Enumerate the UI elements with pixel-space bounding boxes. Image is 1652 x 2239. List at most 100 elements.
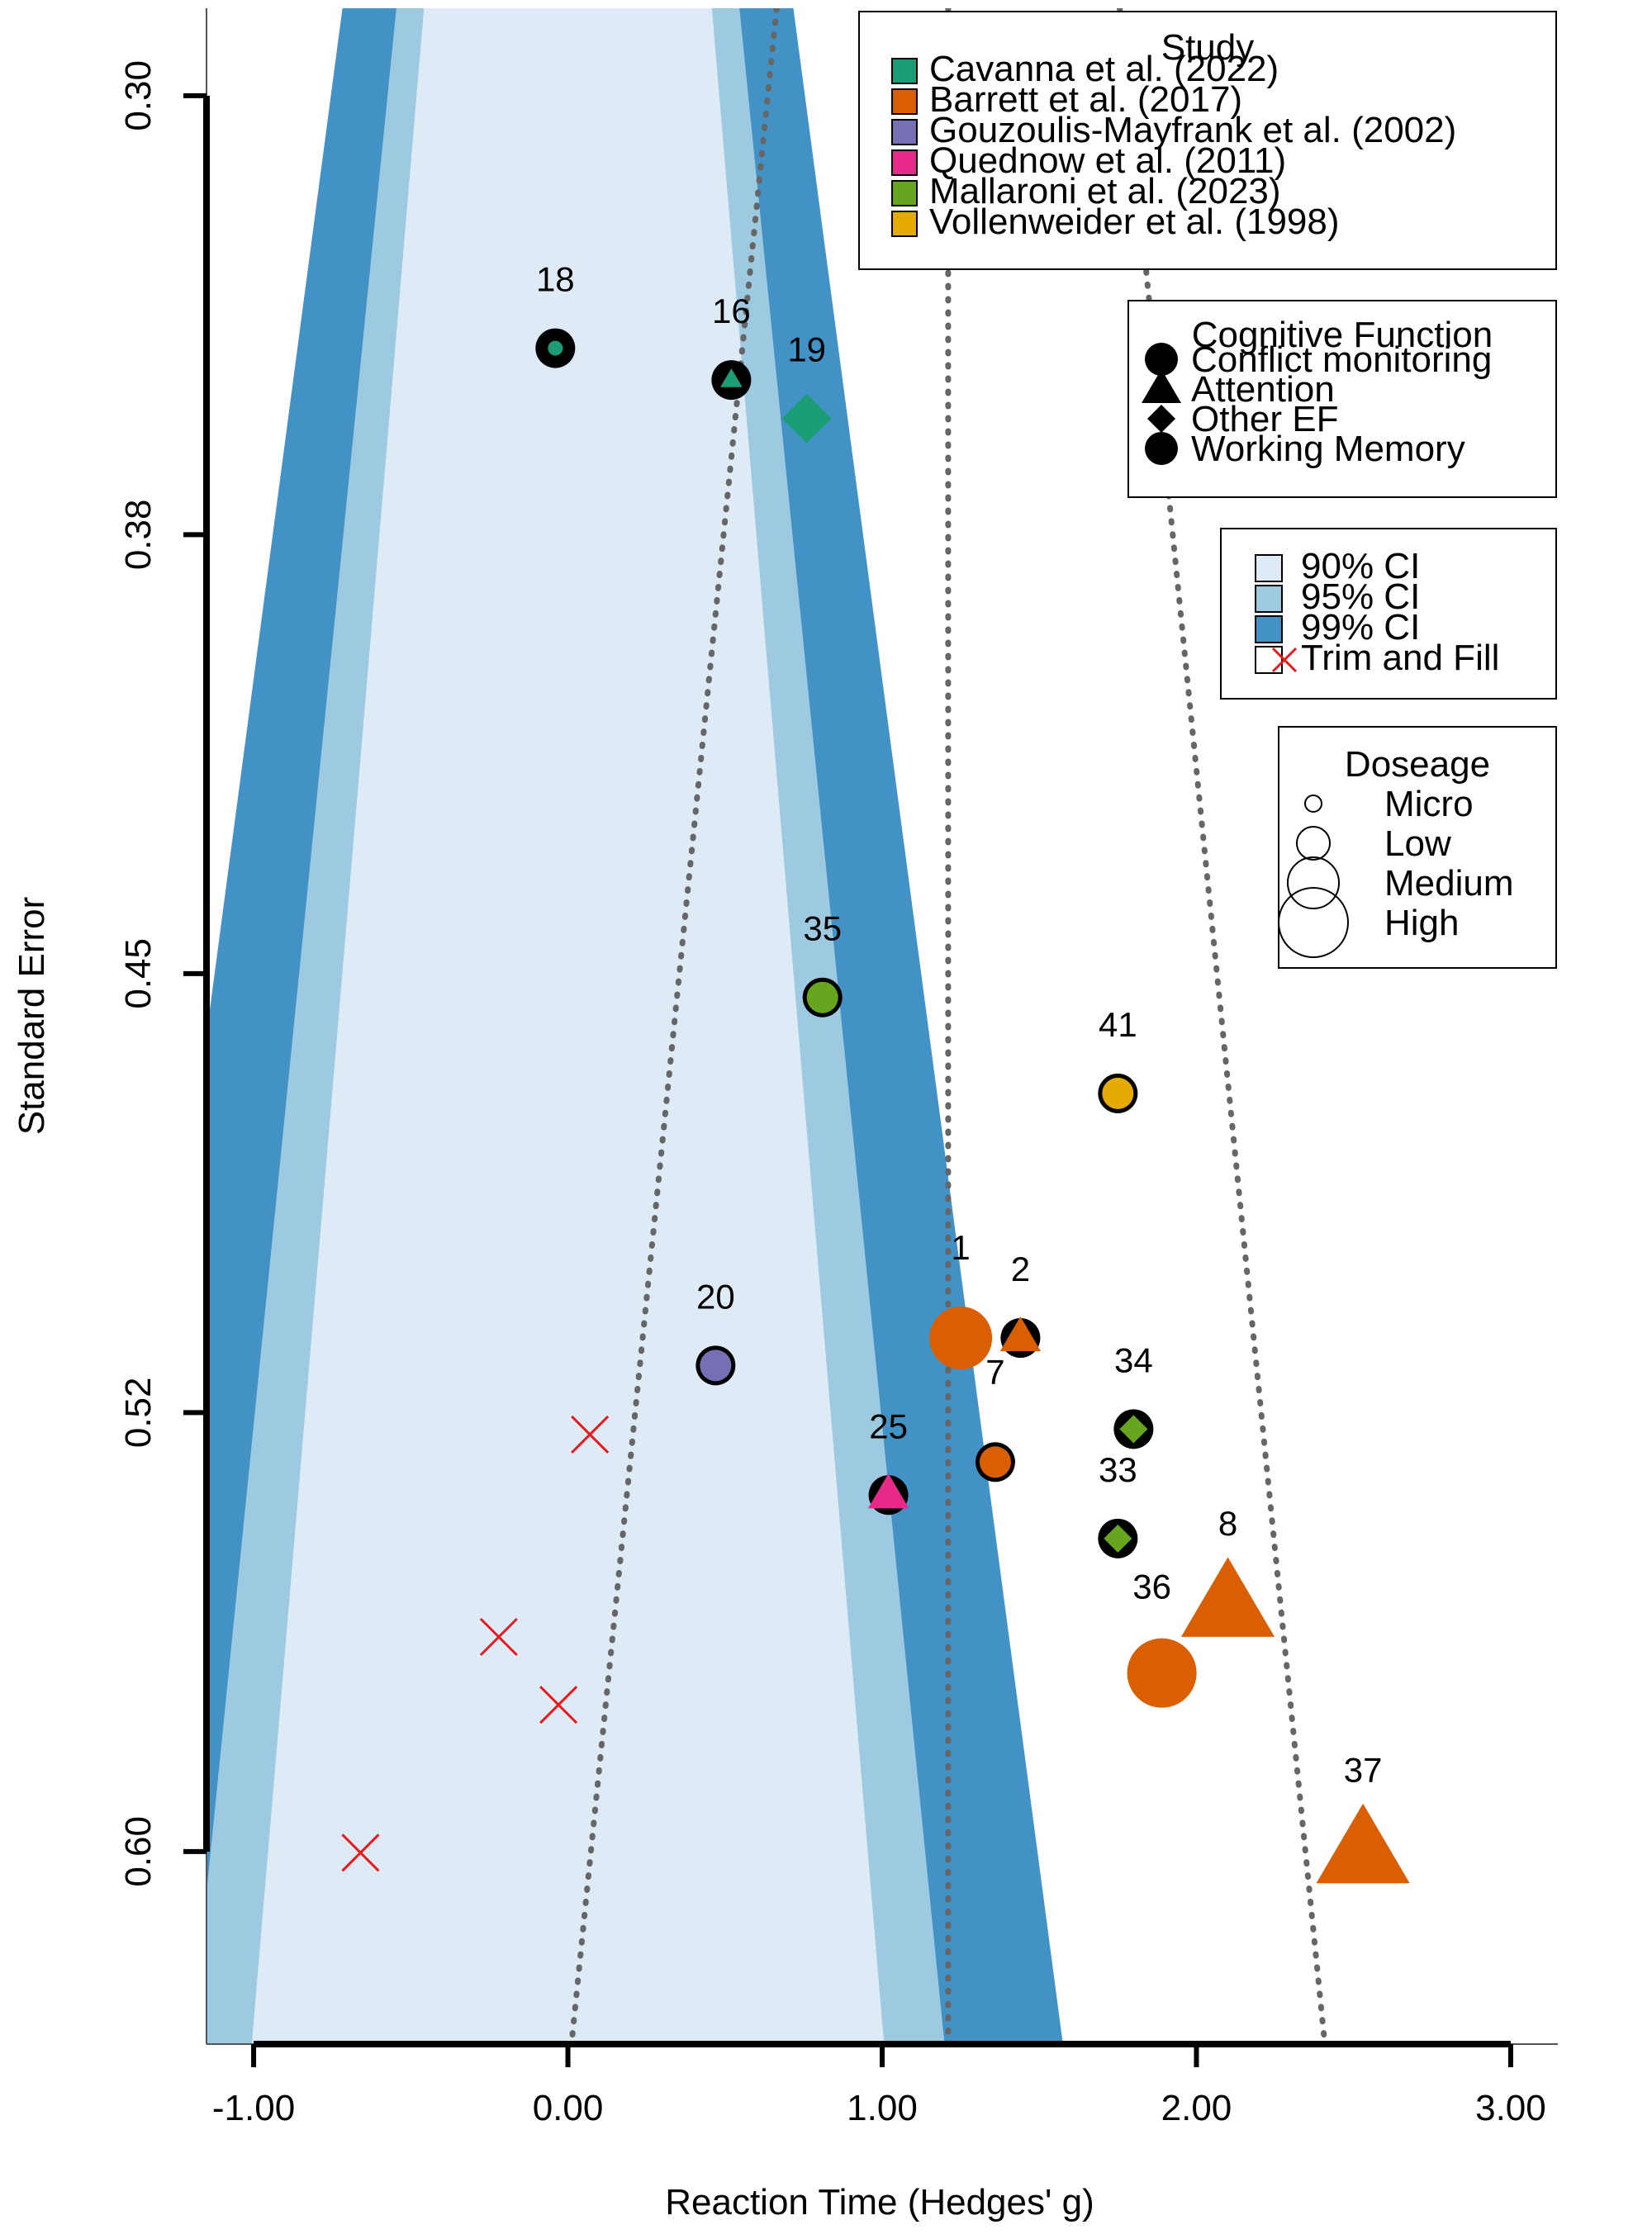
legend-cognitive-box [1127, 300, 1557, 498]
y-tick-label: 0.30 [118, 60, 159, 131]
data-point-label: 18 [536, 260, 575, 299]
axes: -1.00 0.00 1.00 2.00 3.00 0.30 0.38 0.45 0.52 0.6… [118, 8, 1558, 2128]
data-point-triangle-large [1180, 1557, 1275, 1637]
data-point-label: 19 [787, 330, 826, 369]
legend-dosage-entry: Medium [1384, 863, 1514, 904]
data-point-fill [720, 368, 743, 387]
legend-cognitive-entry: Other EF [1191, 399, 1339, 439]
legend-triangle-icon [1142, 369, 1181, 403]
data-point [929, 1307, 993, 1370]
legend-dosage-box [1278, 726, 1557, 969]
data-point [711, 360, 752, 401]
y-tick-label: 0.52 [118, 1378, 159, 1449]
legend-cognitive-entry: Conflict monitoring [1191, 339, 1492, 380]
x-tick-label: 2.00 [1161, 2088, 1232, 2128]
contour-bands [206, 8, 1063, 2044]
data-point-fill [1104, 1524, 1132, 1553]
legend-diamond-icon [1147, 405, 1175, 433]
data-point-fill [999, 1316, 1042, 1352]
data-point [1127, 1638, 1197, 1708]
data-point-fill [700, 1350, 732, 1382]
legend-cognitive-title: Cognitive Function [1192, 315, 1493, 355]
data-point-fill [806, 981, 838, 1013]
legend-study-box [858, 11, 1557, 270]
legend-dosage-circle [1304, 795, 1322, 813]
trim-and-fill-mark [571, 1415, 610, 1454]
data-point-label: 8 [1218, 1504, 1237, 1543]
legend-study-swatch [891, 149, 918, 176]
trim-and-fill-x-stroke [571, 1415, 610, 1454]
data-point-label: 16 [712, 292, 751, 330]
data-point-triangle-large [1316, 1803, 1410, 1884]
trim-and-fill-x-stroke [539, 1686, 578, 1724]
data-point-fill [867, 1473, 909, 1509]
legend-circle-icon [1145, 343, 1178, 376]
legend-ci-swatch [1255, 554, 1283, 582]
data-point-label: 1 [951, 1228, 970, 1267]
legend-study-swatch [891, 88, 918, 115]
legend-study-entry: Gouzoulis-Mayfrank et al. (2002) [929, 110, 1456, 150]
data-point-label: 34 [1114, 1340, 1153, 1379]
data-point-fill [1119, 1415, 1148, 1444]
data-point-label: 35 [803, 909, 842, 948]
funnel-left-line [568, 8, 780, 2044]
trim-and-fill-mark [539, 1686, 578, 1724]
legend-dosage-circle [1278, 887, 1349, 958]
data-point [1180, 1557, 1275, 1637]
legend-trim-fill-x [1271, 647, 1298, 673]
y-tick-label: 0.60 [118, 1816, 159, 1887]
data-point [781, 393, 832, 444]
legend-dosage-entry: Low [1384, 823, 1451, 864]
legend-study-entry: Cavanna et al. (2022) [929, 49, 1279, 89]
data-points [535, 328, 1410, 1884]
data-point-label: 25 [869, 1406, 908, 1445]
legend-dosage-entry: Micro [1384, 784, 1474, 824]
legend-study-entry: Vollenweider et al. (1998) [929, 202, 1340, 242]
legend-study-entry: Quednow et al. (2011) [929, 140, 1286, 181]
legend-ci-swatch [1255, 646, 1283, 674]
trim-and-fill-marks [341, 1415, 610, 1872]
y-tick-label: 0.45 [118, 938, 159, 1009]
legend-study-swatch [891, 180, 918, 206]
legend-ci-entry: 99% CI [1301, 607, 1420, 648]
data-point-fill [979, 1446, 1011, 1478]
data-point-fill [548, 340, 563, 356]
legend-cognitive-entry: Working Memory [1191, 429, 1465, 469]
point-labels: 18 16 19 35 41 20 1 2 34 7 25 33 8 36 37 [536, 260, 1383, 1790]
data-point-circle-medium [929, 1307, 993, 1370]
legend-study-entry: Mallaroni et al. (2023) [929, 171, 1281, 211]
x-tick-label: 1.00 [847, 2088, 918, 2128]
trim-and-fill-x-stroke [341, 1833, 380, 1872]
x-tick-label: 0.00 [533, 2088, 604, 2128]
legend-dosage-circle [1287, 856, 1340, 909]
legend-study-swatch [891, 211, 918, 237]
legend-dosage-circle [1296, 826, 1331, 861]
legend-dosage-title: Doseage [1345, 744, 1490, 785]
data-point-label: 33 [1099, 1450, 1137, 1489]
y-axis-label: Standard Error [12, 897, 52, 1136]
legend-ci-swatch [1255, 585, 1283, 613]
x-tick-label: -1.00 [212, 2088, 295, 2128]
data-point [1098, 1518, 1138, 1558]
y-tick-label: 0.38 [118, 500, 159, 571]
data-point-label: 36 [1132, 1568, 1171, 1606]
legend-study-swatch [891, 119, 918, 145]
x-axis-label: Reaction Time (Hedges' g) [665, 2182, 1094, 2222]
data-point [1098, 1073, 1138, 1113]
data-point [802, 977, 843, 1018]
data-point-label: 2 [1011, 1250, 1030, 1288]
data-point-label: 41 [1099, 1005, 1137, 1044]
trim-and-fill-x-stroke [479, 1617, 518, 1657]
legend-study-title: Study [1161, 27, 1255, 68]
data-point-circle-large [1127, 1638, 1197, 1708]
data-point [695, 1345, 736, 1386]
legend-ci-swatch [1255, 615, 1283, 643]
legend-circle-icon [1145, 432, 1178, 465]
legend-study-entry: Barrett et al. (2017) [929, 79, 1242, 120]
